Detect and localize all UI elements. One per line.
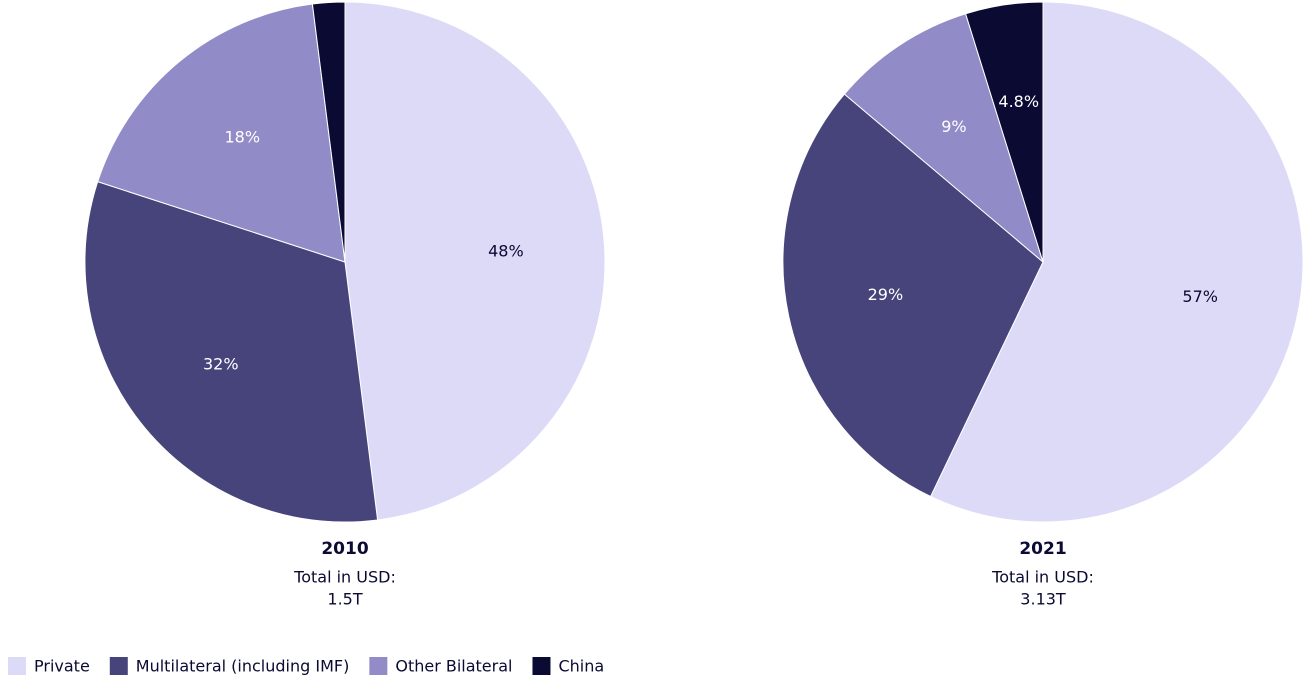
pie-slice xyxy=(843,13,1044,264)
pie-title: 2021 xyxy=(1019,539,1066,559)
total-value: 1.5T xyxy=(327,590,362,609)
data-label: 29% xyxy=(868,285,904,304)
data-label: 57% xyxy=(1182,287,1218,306)
legend-swatch xyxy=(8,657,26,675)
total-label: Total in USD: xyxy=(991,568,1094,587)
pie-slice xyxy=(84,181,379,523)
legend-label: Private xyxy=(34,657,90,676)
legend-swatch xyxy=(532,657,551,675)
data-label: 32% xyxy=(203,354,239,373)
total-value: 3.13T xyxy=(1020,590,1066,609)
data-label: 9% xyxy=(941,117,966,136)
data-label: 48% xyxy=(488,241,524,260)
pie-slice xyxy=(929,1,1304,523)
legend-swatch xyxy=(109,657,128,675)
pie-title: 2010 xyxy=(321,539,368,559)
pie-slice xyxy=(311,1,346,263)
legend-label: Multilateral (including IMF) xyxy=(136,657,350,676)
legend-swatch xyxy=(369,657,388,675)
pie-slice xyxy=(344,1,606,521)
legend-label: Other Bilateral xyxy=(395,657,512,676)
data-label: 4.8% xyxy=(998,92,1039,111)
pie-slice xyxy=(782,93,1044,498)
legend-label: China xyxy=(558,657,604,676)
pie-slice xyxy=(964,1,1044,263)
pie-slice xyxy=(97,3,346,263)
total-label: Total in USD: xyxy=(293,568,396,587)
data-label: 18% xyxy=(224,127,260,146)
